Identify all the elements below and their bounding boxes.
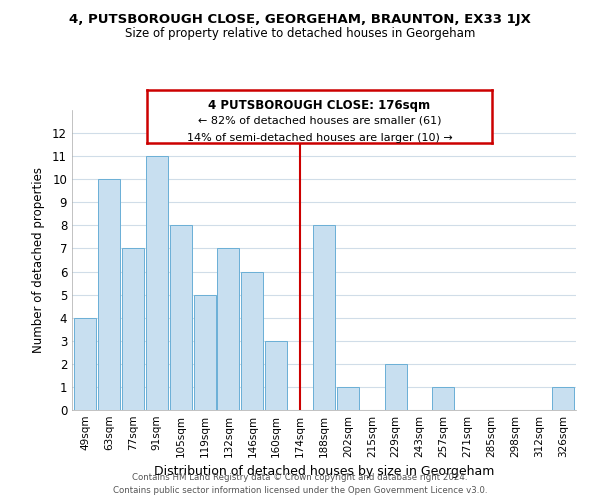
- Text: Contains HM Land Registry data © Crown copyright and database right 2024.
Contai: Contains HM Land Registry data © Crown c…: [113, 474, 487, 495]
- Bar: [552, 387, 574, 410]
- X-axis label: Distribution of detached houses by size in Georgeham: Distribution of detached houses by size …: [154, 466, 494, 478]
- Text: 4, PUTSBOROUGH CLOSE, GEORGEHAM, BRAUNTON, EX33 1JX: 4, PUTSBOROUGH CLOSE, GEORGEHAM, BRAUNTO…: [69, 12, 531, 26]
- Text: 14% of semi-detached houses are larger (10) →: 14% of semi-detached houses are larger (…: [187, 133, 452, 143]
- Text: ← 82% of detached houses are smaller (61): ← 82% of detached houses are smaller (61…: [198, 115, 441, 125]
- Bar: [146, 156, 168, 410]
- Bar: [313, 226, 335, 410]
- Bar: [433, 387, 454, 410]
- Bar: [241, 272, 263, 410]
- Bar: [122, 248, 144, 410]
- Bar: [217, 248, 239, 410]
- Bar: [194, 294, 215, 410]
- Bar: [170, 226, 191, 410]
- Bar: [98, 179, 120, 410]
- Bar: [337, 387, 359, 410]
- Text: 4 PUTSBOROUGH CLOSE: 176sqm: 4 PUTSBOROUGH CLOSE: 176sqm: [208, 100, 431, 112]
- Bar: [385, 364, 407, 410]
- Bar: [74, 318, 96, 410]
- Text: Size of property relative to detached houses in Georgeham: Size of property relative to detached ho…: [125, 28, 475, 40]
- Y-axis label: Number of detached properties: Number of detached properties: [32, 167, 45, 353]
- Bar: [265, 341, 287, 410]
